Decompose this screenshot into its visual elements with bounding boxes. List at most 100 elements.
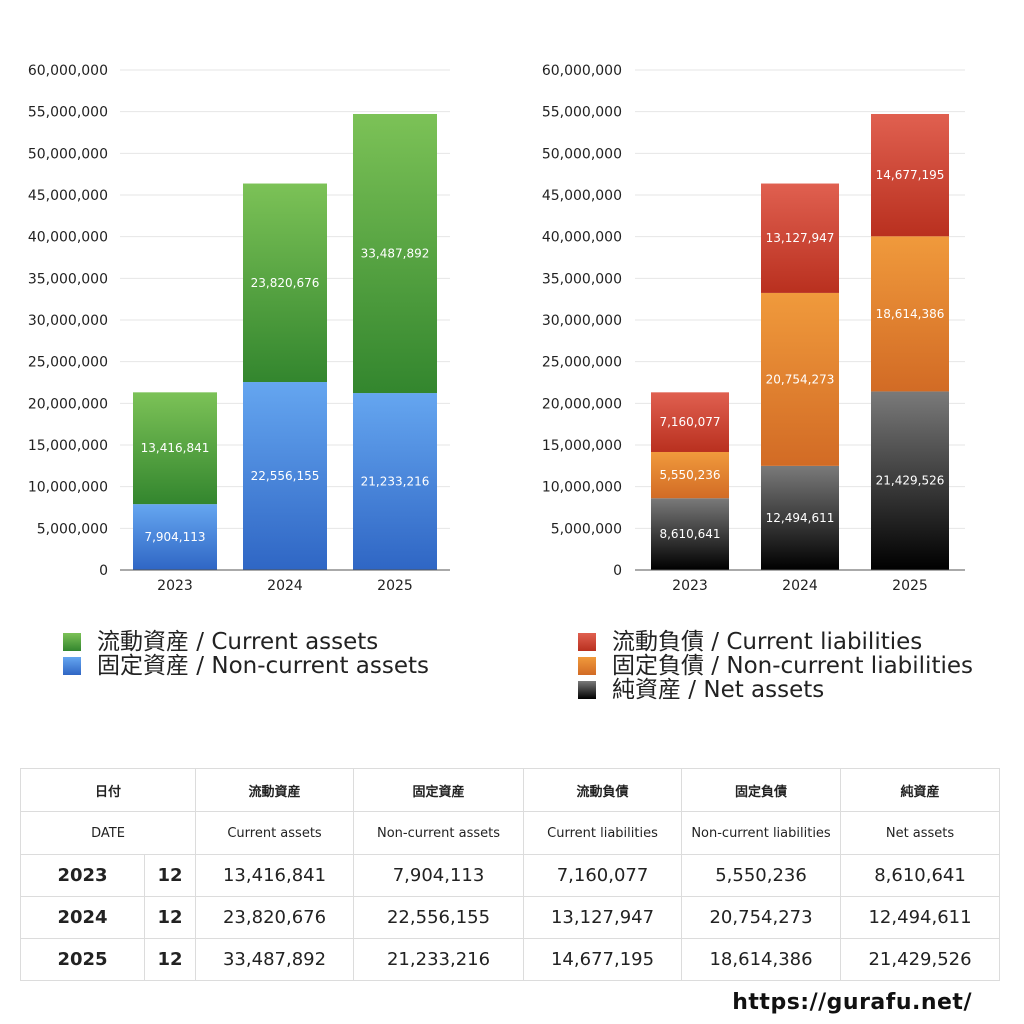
y-tick-label: 45,000,000 — [542, 188, 622, 204]
table-header-cell: 純資産 — [840, 768, 1001, 812]
data-label: 12,494,611 — [766, 511, 835, 525]
table-cell: 5,550,236 — [681, 854, 842, 897]
x-tick-label: 2024 — [267, 578, 303, 594]
table-cell-month: 12 — [143, 896, 197, 939]
table-cell: 22,556,155 — [353, 896, 525, 939]
table-cell: 13,127,947 — [523, 896, 683, 939]
y-tick-label: 40,000,000 — [28, 230, 108, 246]
table-header-cell: Current assets — [195, 811, 355, 855]
y-tick-label: 15,000,000 — [28, 438, 108, 454]
y-tick-label: 60,000,000 — [28, 63, 108, 79]
y-tick-label: 10,000,000 — [28, 480, 108, 496]
y-tick-label: 0 — [99, 563, 108, 579]
table-cell-year: 2023 — [20, 854, 145, 897]
data-label: 21,429,526 — [876, 474, 945, 488]
table-cell: 7,904,113 — [353, 854, 525, 897]
legend-swatch-noncurrent-liabilities — [578, 657, 596, 675]
legend-item-noncurrent-liabilities: 固定負債 / Non-current liabilities — [578, 654, 973, 678]
table-cell: 18,614,386 — [681, 938, 842, 981]
data-label: 20,754,273 — [766, 372, 835, 386]
bar-segment — [353, 393, 437, 570]
legend-swatch-noncurrent-assets — [63, 657, 81, 675]
data-label: 8,610,641 — [659, 527, 720, 541]
table-header-cell: Net assets — [840, 811, 1001, 855]
bar-segment — [353, 113, 437, 394]
table-cell: 13,416,841 — [195, 854, 355, 897]
table-header-cell: 固定負債 — [681, 768, 842, 812]
table-header-cell: 流動資産 — [195, 768, 355, 812]
table-cell: 8,610,641 — [840, 854, 1001, 897]
data-label: 22,556,155 — [251, 469, 320, 483]
table-cell-month: 12 — [143, 854, 197, 897]
charts-canvas: 0 5,000,000 10,000,000 15,000,000 20,000,000… — [28, 63, 965, 594]
table-header-cell: Non-current liabilities — [681, 811, 842, 855]
table-cell: 23,820,676 — [195, 896, 355, 939]
financial-table: 日付 流動資産 固定資産 流動負債 固定負債 純資産 DATE Current … — [19, 768, 1001, 981]
table-cell-month: 12 — [143, 938, 197, 981]
table-cell-year: 2025 — [20, 938, 145, 981]
table-header-date: 日付 — [19, 768, 197, 812]
legend-label: 固定資産 / Non-current assets — [97, 653, 430, 679]
data-label: 7,160,077 — [659, 415, 720, 429]
bar-segment — [651, 498, 729, 570]
y-tick-label: 5,000,000 — [37, 521, 108, 537]
legend-item-current-assets: 流動資産 / Current assets — [63, 630, 429, 654]
legend-label: 流動負債 / Current liabilities — [612, 629, 923, 655]
y-tick-label: 30,000,000 — [28, 313, 108, 329]
legend-item-current-liabilities: 流動負債 / Current liabilities — [578, 630, 973, 654]
bar-segment — [761, 292, 839, 466]
bar-segment — [133, 392, 217, 505]
table-row: 2024 12 23,820,676 22,556,155 13,127,947… — [20, 896, 1001, 939]
table-header-cell: 固定資産 — [353, 768, 525, 812]
table-header-row-en: DATE Current assets Non-current assets C… — [19, 811, 1001, 855]
y-tick-label: 15,000,000 — [542, 438, 622, 454]
y-tick-label: 25,000,000 — [542, 355, 622, 371]
y-tick-label: 35,000,000 — [28, 271, 108, 287]
data-label: 13,127,947 — [766, 231, 835, 245]
data-label: 23,820,676 — [251, 276, 320, 290]
table-header-date: DATE — [19, 811, 197, 855]
y-tick-label: 35,000,000 — [542, 271, 622, 287]
bar-segment — [761, 465, 839, 570]
y-tick-label: 55,000,000 — [28, 105, 108, 121]
table-cell: 21,429,526 — [840, 938, 1001, 981]
x-tick-label: 2025 — [892, 578, 928, 594]
liabilities-chart: 0 5,000,000 10,000,000 15,000,000 20,000,000… — [542, 63, 965, 594]
x-tick-label: 2023 — [672, 578, 708, 594]
y-tick-label: 10,000,000 — [542, 480, 622, 496]
legend-item-noncurrent-assets: 固定資産 / Non-current assets — [63, 654, 429, 678]
data-label: 33,487,892 — [361, 247, 430, 261]
y-tick-label: 5,000,000 — [551, 521, 622, 537]
legend-liabilities: 流動負債 / Current liabilities 固定負債 / Non-cu… — [578, 630, 973, 702]
table-cell: 14,677,195 — [523, 938, 683, 981]
table-header-row-jp: 日付 流動資産 固定資産 流動負債 固定負債 純資産 — [19, 768, 1001, 812]
x-tick-label: 2025 — [377, 578, 413, 594]
legend-label: 純資産 / Net assets — [612, 677, 825, 703]
y-tick-label: 30,000,000 — [542, 313, 622, 329]
bar-segment — [651, 451, 729, 499]
x-tick-label: 2023 — [157, 578, 193, 594]
bar-segment — [761, 183, 839, 293]
legend-item-net-assets: 純資産 / Net assets — [578, 678, 973, 702]
assets-chart: 0 5,000,000 10,000,000 15,000,000 20,000,000… — [28, 63, 450, 594]
legend-swatch-current-liabilities — [578, 633, 596, 651]
table-cell: 12,494,611 — [840, 896, 1001, 939]
table-row: 2025 12 33,487,892 21,233,216 14,677,195… — [20, 938, 1001, 981]
data-label: 18,614,386 — [876, 307, 945, 321]
data-label: 5,550,236 — [659, 468, 720, 482]
y-tick-label: 50,000,000 — [542, 146, 622, 162]
y-tick-label: 25,000,000 — [28, 355, 108, 371]
bar-segment — [243, 382, 327, 570]
table-cell: 21,233,216 — [353, 938, 525, 981]
y-tick-label: 20,000,000 — [542, 396, 622, 412]
x-tick-label: 2024 — [782, 578, 818, 594]
data-label: 7,904,113 — [144, 530, 205, 544]
data-label: 21,233,216 — [361, 475, 430, 489]
y-tick-label: 60,000,000 — [542, 63, 622, 79]
table-header-cell: Current liabilities — [523, 811, 683, 855]
y-tick-label: 45,000,000 — [28, 188, 108, 204]
table-cell-year: 2024 — [20, 896, 145, 939]
table-cell: 7,160,077 — [523, 854, 683, 897]
table-header-cell: 流動負債 — [523, 768, 683, 812]
site-url[interactable]: https://gurafu.net/ — [732, 990, 972, 1015]
